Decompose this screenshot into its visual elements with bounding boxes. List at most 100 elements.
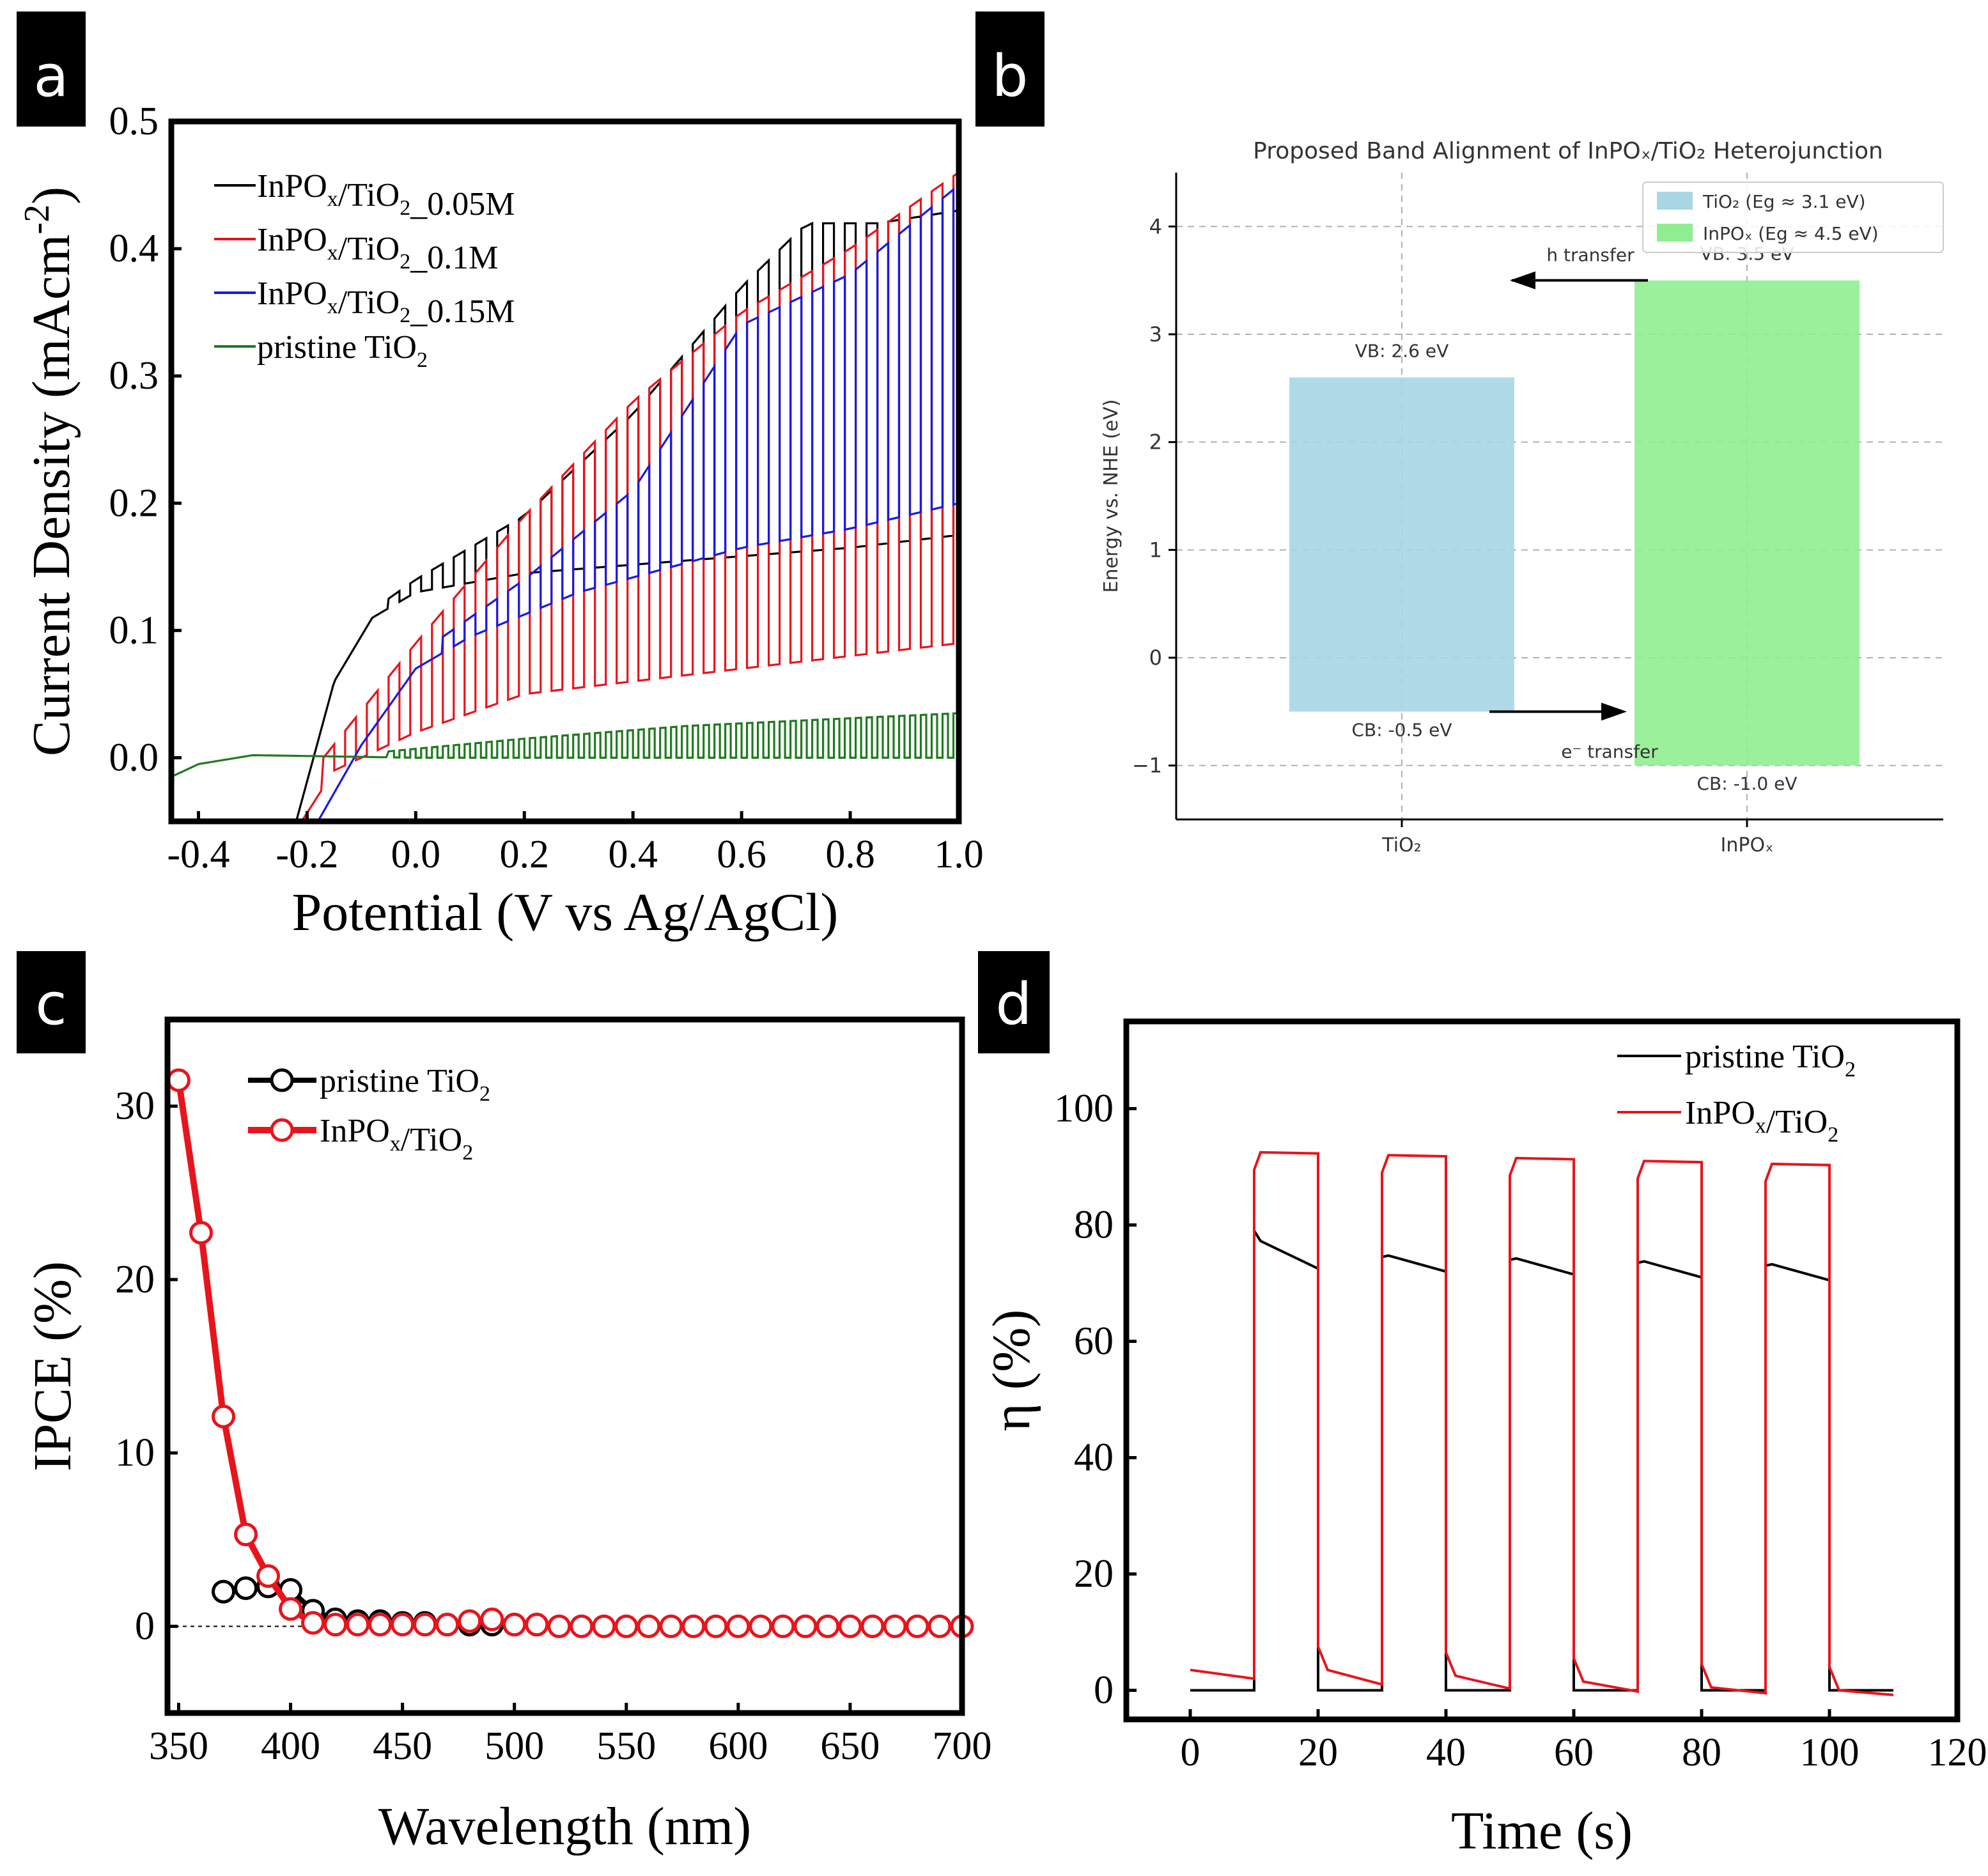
- panel-c-x-axis-label: Wavelength (nm): [378, 1797, 751, 1856]
- panel-d-y-axis-label: η (%): [982, 1310, 1041, 1432]
- panel-b-y-tick-label: 3: [1149, 322, 1162, 346]
- panel-b-e-transfer-label: e⁻ transfer: [1561, 741, 1658, 762]
- panel-d-y-tick-label: 0: [1094, 1669, 1114, 1712]
- panel-a-legend-label-3: pristine TiO2: [257, 329, 428, 372]
- panel-b-y-axis-label: Energy vs. NHE (eV): [1100, 399, 1122, 593]
- panel-c-point-1: [323, 1613, 348, 1637]
- panel-c-point-1: [838, 1614, 862, 1638]
- panel-c-point-1: [279, 1597, 303, 1621]
- panel-a-x-axis-label: Potential (V vs Ag/AgCl): [292, 883, 839, 942]
- panel-d-y-tick-label: 20: [1074, 1553, 1114, 1596]
- panel-d-chart: 0 20 40 60 80 100 120 0 20 40 60 80 100 Time (s) η (%)…: [982, 1018, 1987, 1861]
- panel-c-point-1: [346, 1613, 370, 1637]
- panel-a-legend-label-2: InPOx/TiO2_0.15M: [257, 275, 515, 330]
- panel-b-legend-box: [1642, 182, 1944, 253]
- panel-c-x-tick-label: 600: [708, 1725, 768, 1768]
- panel-a-legend-label-1: InPOx/TiO2_0.1M: [257, 222, 498, 276]
- panel-d-x-tick-label: 100: [1800, 1731, 1860, 1774]
- panel-a-y-tick-label: 0.3: [109, 354, 159, 398]
- panel-b-legend-label-1: InPOₓ (Eg ≈ 4.5 eV): [1703, 223, 1879, 244]
- panel-label-c-text: c: [35, 971, 66, 1038]
- panel-a-x-tick-label: 0.8: [825, 833, 875, 876]
- panel-b-y-tick-label: 2: [1149, 430, 1162, 454]
- panel-c-point-1: [391, 1613, 415, 1637]
- panel-c-point-1: [413, 1613, 437, 1637]
- panel-b-band-bar-1: [1635, 280, 1860, 766]
- panel-c-point-1: [883, 1614, 907, 1638]
- panel-a-y-tick-label: 0.4: [109, 227, 159, 270]
- panel-c-y-axis-label: IPCE (%): [23, 1261, 82, 1471]
- panel-b-legend-swatch-0: [1657, 192, 1693, 210]
- panel-b-cb-label-0: CB: -0.5 eV: [1351, 719, 1452, 740]
- panel-a-y-axis-label: Current Density (mAcm-2): [17, 187, 81, 756]
- panel-b-vb-label-0: VB: 2.6 eV: [1355, 340, 1449, 361]
- panel-c-point-1: [570, 1614, 594, 1638]
- panel-c-point-1: [189, 1221, 214, 1245]
- panel-c-point-1: [726, 1614, 750, 1638]
- panel-c-point-1: [212, 1404, 236, 1429]
- panel-c-point-1: [502, 1613, 527, 1637]
- panel-d-legend-label-1: InPOx/TiO2: [1685, 1095, 1838, 1147]
- panel-c-x-tick-label: 700: [933, 1725, 992, 1768]
- panel-a-x-tick-label: 0.4: [608, 833, 658, 876]
- panel-c-point-1: [368, 1613, 392, 1637]
- panel-a-legend-label-0: InPOx/TiO2_0.05M: [257, 168, 515, 222]
- panel-b-h-transfer-arrowhead: [1510, 271, 1535, 290]
- panel-c-y-tick-label: 0: [135, 1604, 155, 1648]
- panel-d-x-tick-label: 20: [1298, 1731, 1338, 1774]
- panel-label-a: a: [17, 12, 86, 127]
- panel-d-x-tick-label: 0: [1181, 1731, 1200, 1774]
- panel-c-point-1: [704, 1614, 728, 1638]
- panel-a-x-tick-label: 0.6: [717, 833, 766, 876]
- panel-d-x-tick-label: 120: [1928, 1731, 1987, 1774]
- panel-c-legend-marker-0: [270, 1068, 294, 1092]
- panel-a-x-tick-label: 0.2: [500, 833, 550, 876]
- panel-d-x-tick-label: 40: [1426, 1731, 1466, 1774]
- panel-d-x-tick-label: 80: [1682, 1731, 1721, 1774]
- panel-c-x-tick-label: 350: [149, 1725, 208, 1768]
- panel-c-point-1: [793, 1614, 818, 1638]
- panel-c-point-1: [547, 1614, 571, 1638]
- panel-b-legend-swatch-1: [1657, 224, 1693, 242]
- panel-label-d-text: d: [995, 971, 1032, 1038]
- panel-c-point-1: [435, 1613, 460, 1637]
- panel-d-series-line-1: [1190, 1151, 1894, 1696]
- panel-c-point-1: [234, 1523, 258, 1547]
- panel-c-y-tick-label: 30: [115, 1085, 155, 1128]
- panel-c-point-1: [256, 1564, 281, 1588]
- panel-c-point-1: [771, 1614, 795, 1638]
- panel-label-d: d: [978, 951, 1050, 1053]
- panel-a-series-line-2: [317, 187, 959, 821]
- panel-c-y-tick-label: 10: [115, 1431, 155, 1475]
- panel-c-point-0: [212, 1579, 236, 1604]
- panel-a-y-tick-label: 0.0: [109, 736, 159, 779]
- panel-c-y-tick-label: 20: [115, 1258, 155, 1301]
- panel-b-cb-label-1: CB: -1.0 eV: [1697, 773, 1797, 795]
- panel-b-band-bar-0: [1289, 377, 1514, 712]
- panel-d-y-tick-label: 80: [1074, 1204, 1114, 1247]
- panel-b-legend-label-0: TiO₂ (Eg ≈ 3.1 eV): [1702, 191, 1866, 212]
- panel-a-x-tick-label: 0.0: [391, 833, 441, 876]
- panel-c-point-1: [928, 1614, 952, 1638]
- panel-c-point-1: [681, 1614, 706, 1638]
- panel-b-e-transfer-arrowhead: [1601, 702, 1627, 721]
- panel-a-x-tick-label: -0.2: [276, 833, 338, 876]
- panel-a-chart: -0.4 -0.2 0.0 0.2 0.4 0.6 0.8 1.0 0.0 0.1 0.2 0.3 0.…: [17, 100, 984, 942]
- panel-c-point-1: [458, 1609, 482, 1633]
- panel-b-y-tick-label: 4: [1149, 214, 1162, 238]
- panel-a-series-line-3: [171, 712, 959, 778]
- panel-d-plot-frame: [1123, 1018, 1961, 1723]
- panel-c-point-1: [659, 1614, 683, 1638]
- panel-c-point-1: [301, 1611, 325, 1635]
- panel-c-x-tick-label: 500: [485, 1725, 544, 1768]
- panel-d-y-tick-label: 60: [1074, 1320, 1114, 1363]
- panel-label-a-text: a: [33, 43, 68, 110]
- panel-a-series-group: [171, 171, 959, 821]
- panel-d-legend-label-0: pristine TiO2: [1685, 1039, 1856, 1081]
- panel-c-plot-frame: [164, 1016, 965, 1716]
- panel-c-point-1: [637, 1614, 661, 1638]
- panel-d-x-tick-label: 60: [1554, 1731, 1594, 1774]
- panel-c-point-1: [614, 1614, 639, 1638]
- panel-b-title: Proposed Band Alignment of InPOₓ/TiO₂ He…: [1253, 138, 1883, 164]
